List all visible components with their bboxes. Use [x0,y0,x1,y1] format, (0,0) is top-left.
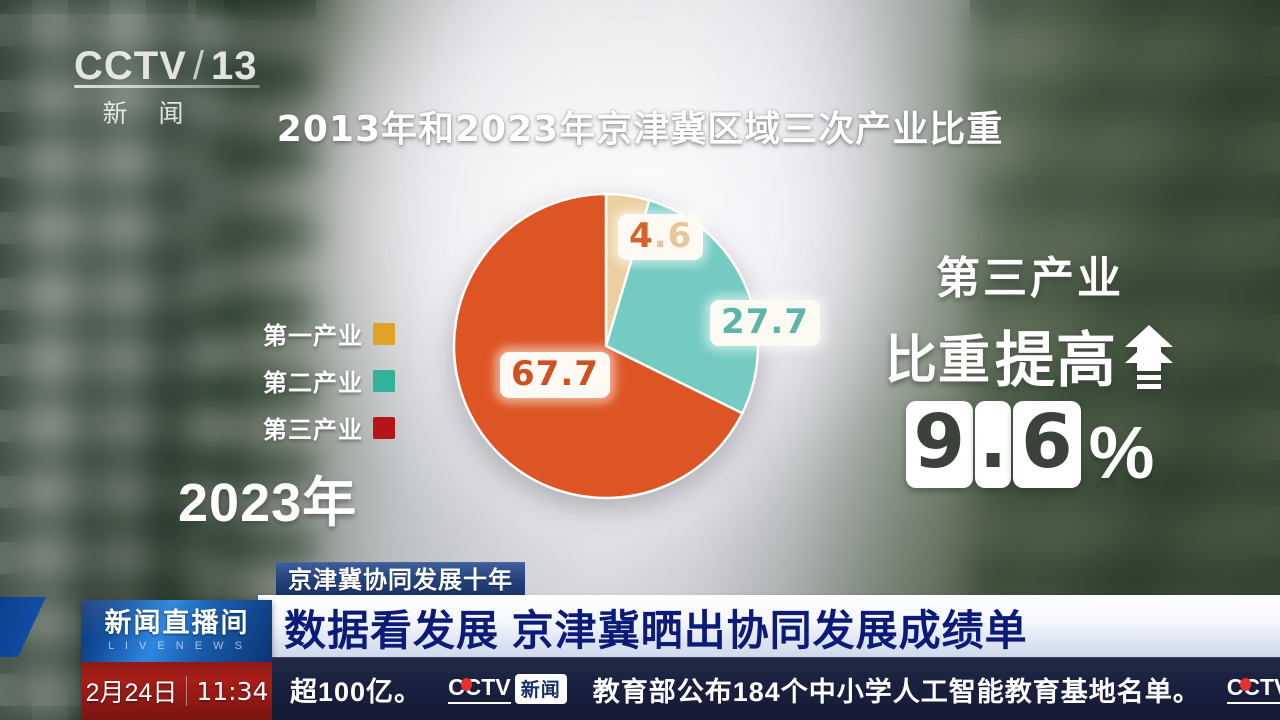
ticker-news-pill: 新闻 [514,674,567,704]
clock-divider [186,676,188,706]
chart-title: 2013年和2023年京津冀区域三次产业比重 [276,109,1004,150]
ticker-cctv-mark: CCTV [448,674,511,704]
legend-swatch-secondary [373,369,395,392]
program-name-subtitle: L I V E N E W S [108,640,246,652]
legend-label-secondary: 第二产业 [263,370,363,397]
callout-digit-1: 9 [905,401,974,489]
legend-swatch-tertiary [373,416,395,439]
callout-percent-sign: % [1088,411,1155,494]
ticker-fragment-start: 超100亿。 [290,676,423,707]
callout-block: 第三产业 比重 提高 9 . 6 % [830,242,1230,494]
legend-item-secondary: 第二产业 [215,363,395,398]
clock-panel: 2月24日 11:34 [82,662,272,720]
ticker-cctv-mark-2: CCTV [1226,674,1280,704]
ticker-cctv-news-logo: CCTV 新闻 [448,674,567,704]
callout-line-1: 第三产业 [936,254,1124,303]
cctv-red-dot-icon [461,678,473,691]
ticker-cctv-news-logo-2: CCTV [1226,674,1280,704]
cctv-red-dot-icon-2 [1239,678,1251,691]
callout-line-2-prefix: 比重 [884,332,991,390]
news-ticker-content: 超100亿。 CCTV 新闻 教育部公布184个中小学人工智能教育基地名单。 C… [290,670,1280,709]
pie-label-primary-tail: .6 [653,216,693,256]
pie-label-primary: 4.6 [618,214,704,260]
callout-digit-2: 6 [1013,401,1081,489]
program-name-panel: 新闻直播间 L I V E N E W S [82,600,272,662]
pie-label-secondary: 27.7 [710,300,820,346]
pie-slice-3 [452,192,744,500]
legend-label-primary: 第一产业 [263,323,363,350]
legend-swatch-primary [373,322,395,345]
legend-item-tertiary: 第三产业 [215,410,395,445]
lower-third-headline-bar: 数据看发展 京津冀晒出协同发展成绩单 [258,595,1280,657]
legend-label-tertiary: 第三产业 [263,417,363,444]
broadcast-time: 11:34 [196,676,269,706]
broadcast-date: 2月24日 [85,679,178,707]
lower-third-headline: 数据看发展 京津冀晒出协同发展成绩单 [284,606,1028,654]
callout-decimal-point: . [975,401,1012,489]
legend-item-primary: 第一产业 [215,316,395,351]
callout-line-2-emphasis: 提高 [995,327,1117,394]
callout-value: 9 . 6 % [830,401,1230,494]
pie-chart: 4.6 27.7 67.7 [440,182,820,527]
program-id-box: 新闻直播间 L I V E N E W S 2月24日 11:34 [82,600,272,720]
news-ticker: 超100亿。 CCTV 新闻 教育部公布184个中小学人工智能教育基地名单。 C… [272,657,1280,720]
pie-graphic [450,190,762,502]
chart-legend: 第一产业 第二产业 第三产业 [215,316,395,457]
callout-line-2: 比重 提高 [830,312,1230,399]
chart-year-label: 2023年 [178,473,358,533]
lower-third-tag: 京津冀协同发展十年 [276,562,525,595]
up-arrow-icon [1125,324,1173,389]
pie-label-primary-head: 4 [629,216,654,256]
ticker-item: 教育部公布184个中小学人工智能教育基地名单。 [592,676,1201,707]
pie-label-tertiary: 67.7 [500,352,610,398]
program-name: 新闻直播间 [104,608,250,638]
pie-svg [452,192,760,500]
